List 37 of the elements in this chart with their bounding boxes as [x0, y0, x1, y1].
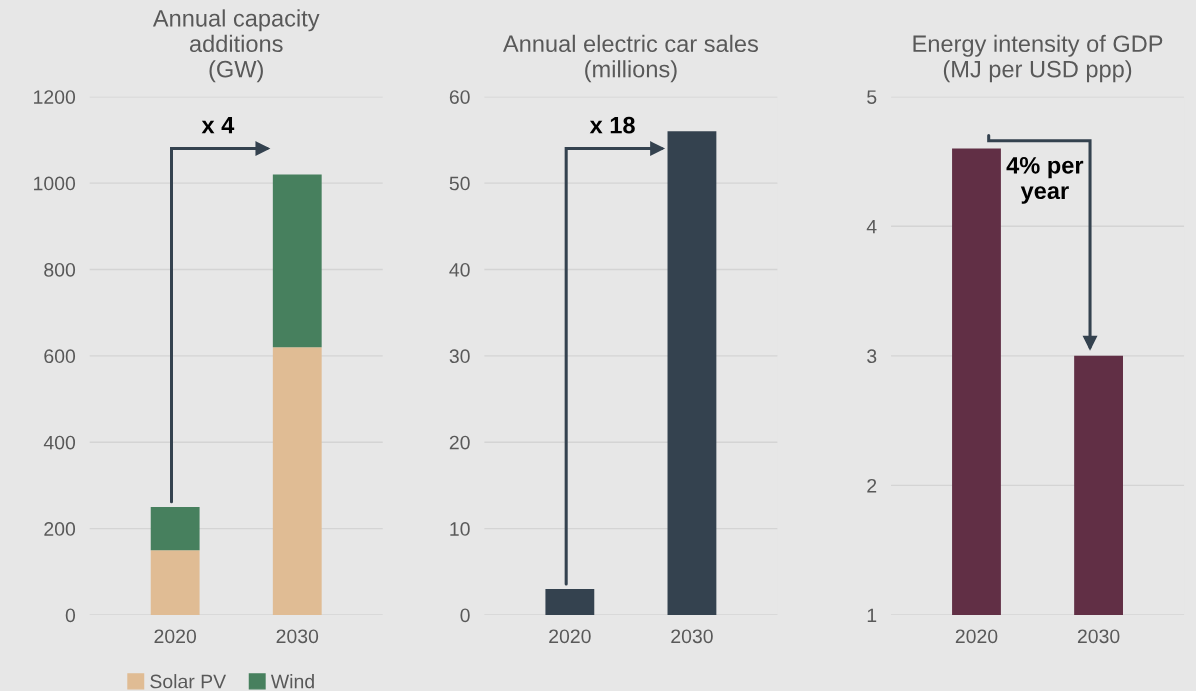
- y-tick-label: 800: [44, 262, 76, 277]
- x-tick-label: 2030: [671, 629, 713, 644]
- bar: [150, 550, 200, 615]
- x-tick-label: 2020: [549, 629, 591, 644]
- y-tick-label: 0: [460, 608, 470, 623]
- y-tick-label: 50: [449, 176, 470, 191]
- y-tick-label: 0: [65, 608, 76, 623]
- x-tick-label: 2030: [276, 629, 319, 644]
- y-tick-label: 10: [450, 522, 470, 536]
- chart-title: Annual capacity additions (GW): [152, 9, 320, 83]
- annotation: x 18: [589, 116, 635, 134]
- y-tick-label: 3: [867, 349, 877, 364]
- annotation: 4% per year: [1006, 157, 1084, 204]
- y-tick-label: 2: [867, 478, 877, 493]
- y-tick-label: 30: [449, 349, 470, 364]
- y-tick-label: 1000: [34, 176, 76, 191]
- y-tick-label: 20: [449, 435, 470, 450]
- x-tick-label: 2020: [955, 629, 998, 644]
- y-tick-label: 4: [866, 219, 877, 234]
- y-tick-label: 60: [449, 90, 470, 104]
- annotation: x 4: [201, 117, 235, 134]
- chart-title: Energy intensity of GDP (MJ per USD ppp): [913, 34, 1163, 83]
- legend-label: Solar PV: [150, 674, 227, 689]
- bar: [150, 507, 200, 551]
- bar: [272, 347, 322, 615]
- x-tick-label: 2030: [1077, 629, 1120, 644]
- chart-title: Annual electric car sales (millions): [502, 34, 758, 83]
- y-tick-label: 400: [43, 435, 76, 450]
- y-tick-label: 1: [867, 608, 877, 623]
- y-tick-label: 1200: [34, 90, 76, 104]
- legend-label: Wind: [270, 674, 314, 689]
- y-tick-label: 200: [44, 522, 76, 536]
- y-tick-label: 5: [867, 90, 877, 104]
- bar: [272, 174, 322, 348]
- x-tick-label: 2020: [154, 629, 197, 644]
- y-tick-label: 40: [449, 262, 470, 277]
- y-tick-label: 600: [44, 349, 76, 364]
